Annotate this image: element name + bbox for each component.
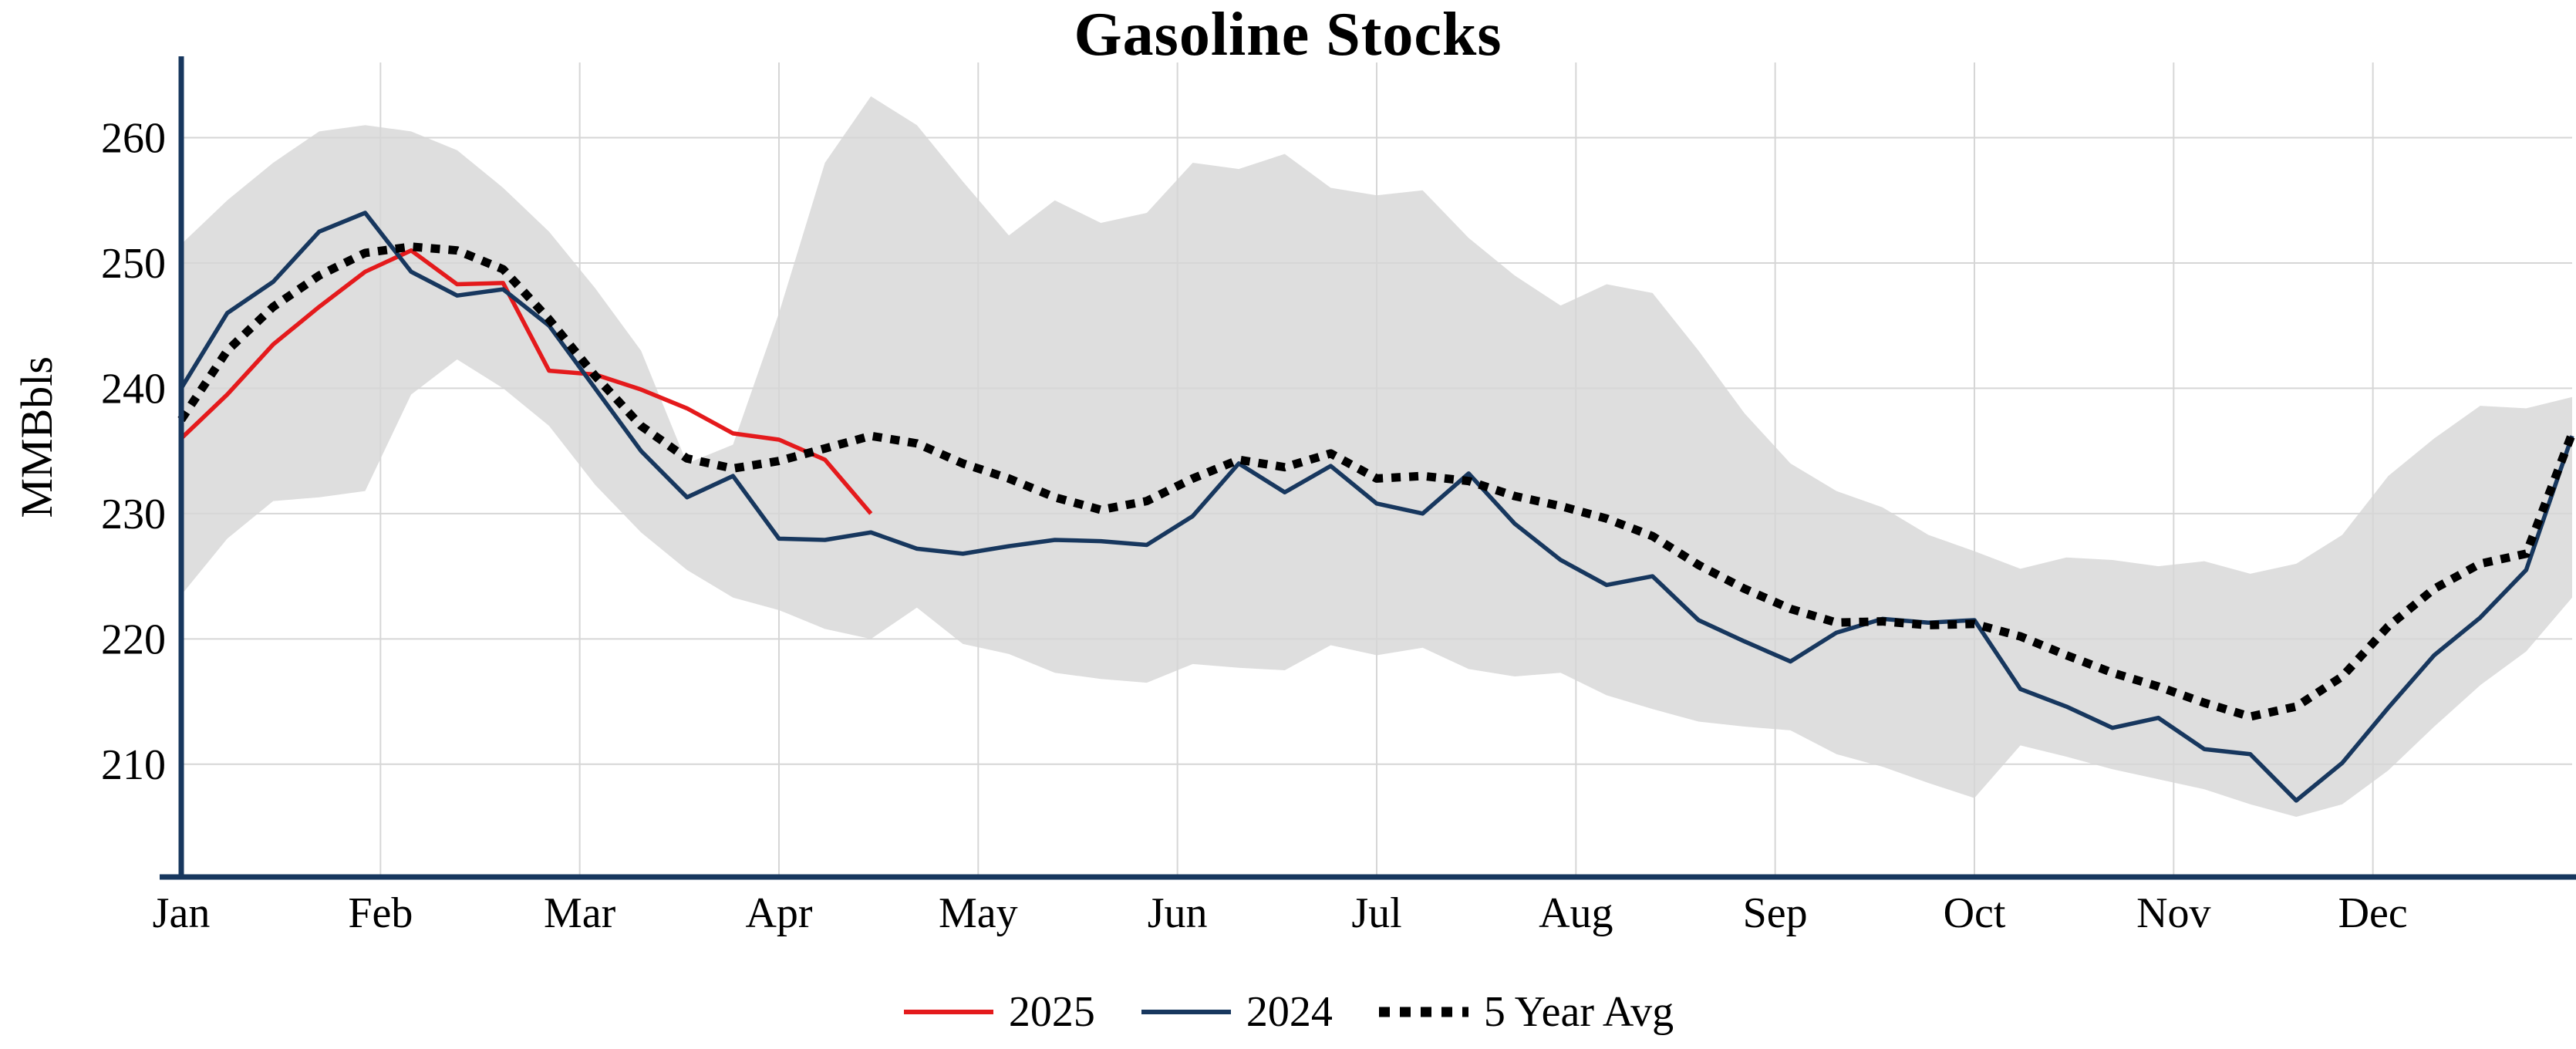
y-tick-label: 250 (101, 240, 166, 288)
legend-item-5-year-avg: 5 Year Avg (1377, 987, 1674, 1037)
chart-title: Gasoline Stocks (1074, 1, 1502, 69)
plot-area: 210 220 230 240 250 260 Jan Feb Mar Apr May Jun Jul A… (101, 56, 2576, 937)
y-tick-label: 210 (101, 741, 166, 789)
x-tick-label: Feb (348, 889, 413, 937)
series-line-5-year-avg (177, 242, 2576, 721)
x-tick-label: Nov (2136, 889, 2210, 937)
legend-item-2024: 2024 (1140, 987, 1333, 1037)
x-tick-label: Aug (1539, 889, 1613, 937)
legend-2025-line-icon (903, 1010, 993, 1014)
y-tick-label: 220 (101, 616, 166, 663)
legend: 2025 2024 5 Year Avg (0, 987, 2576, 1037)
x-tick-label: Dec (2338, 889, 2408, 937)
legend-5-year-avg-line-icon (1378, 1007, 1468, 1017)
y-tick-label: 240 (101, 365, 166, 413)
series-line-2025 (180, 248, 873, 515)
series-line-2024 (179, 211, 2574, 803)
legend-label-5-year-avg: 5 Year Avg (1483, 988, 1674, 1036)
x-tick-label: Jan (153, 889, 211, 937)
x-tick-label: Jun (1148, 889, 1208, 937)
legend-label-2024: 2024 (1246, 988, 1333, 1036)
y-tick-label: 230 (101, 491, 166, 538)
x-tick-label: Mar (544, 889, 616, 937)
x-tick-label: Jul (1351, 889, 1401, 937)
legend-2024-line-icon (1141, 1010, 1231, 1014)
legend-label-2025: 2025 (1008, 988, 1095, 1036)
x-tick-label: Sep (1743, 889, 1808, 937)
x-tick-label: Apr (745, 889, 812, 937)
x-tick-label: Oct (1944, 889, 2006, 937)
y-tick-label: 260 (101, 114, 166, 162)
x-tick-label: May (939, 889, 1018, 937)
legend-item-2025: 2025 (902, 987, 1095, 1037)
